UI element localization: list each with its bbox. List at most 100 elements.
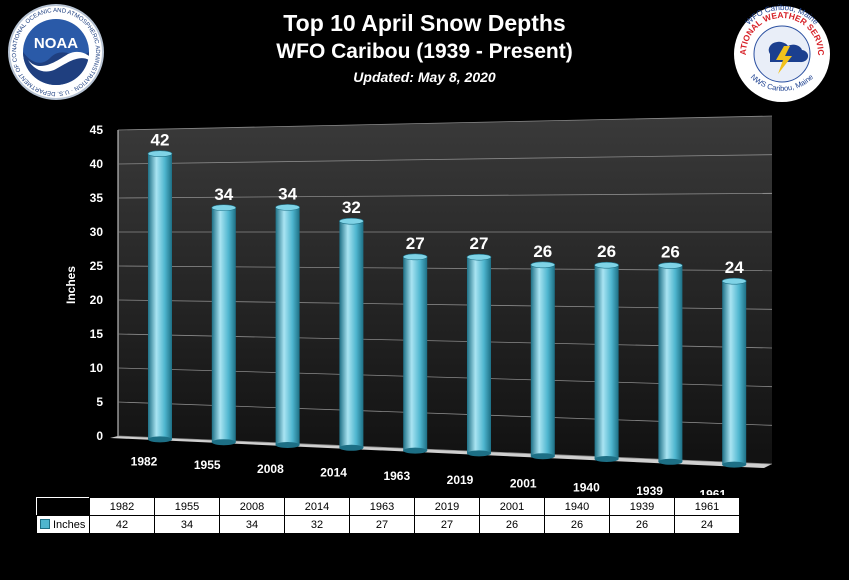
bar [594,265,619,459]
bar [211,207,236,443]
bar-top [721,277,747,285]
table-year-cell: 1963 [349,497,415,516]
bar-base [339,444,364,451]
bar-top [275,204,300,211]
data-label: 26 [533,242,552,261]
bar-base [211,439,236,446]
table-value-cell: 27 [349,515,415,534]
x-tick-label: 1982 [131,454,158,468]
bar-base [148,436,172,443]
data-table-series-key: Inches [36,515,90,534]
table-year-cell: 2014 [284,497,350,516]
table-year-cell: 1961 [674,497,740,516]
table-value-cell: 26 [544,515,610,534]
bars [147,150,747,468]
gridline [117,154,773,165]
data-table-header-row: 1982 1955 2008 2014 1963 2019 2001 1940 1939 1961 [36,497,740,516]
data-label: 24 [725,258,744,277]
bar-base [467,450,491,457]
data-labels: 42 34 34 32 27 27 26 26 26 24 [151,131,745,277]
bar-base [658,458,683,465]
y-axis-ticks: 0 5 10 15 20 25 30 35 40 45 [90,123,104,443]
bar-top [594,261,619,269]
x-tick-label: 2001 [510,477,537,491]
chart-title: Top 10 April Snow Depths [283,10,566,36]
bar [403,256,428,451]
data-table-corner [36,497,90,516]
x-tick-label: 2008 [257,462,284,476]
x-tick-label: 1955 [194,458,221,472]
table-year-cell: 1982 [89,497,155,516]
noaa-logo-text: NOAA [34,35,78,52]
data-label: 26 [597,242,616,261]
y-tick-label: 30 [90,225,104,239]
table-value-cell: 34 [219,515,285,534]
bar [467,257,491,454]
y-tick-label: 5 [96,395,103,409]
data-table-values-row: Inches 42 34 34 32 27 27 26 26 26 24 [36,515,740,534]
bar [148,153,172,440]
data-label: 34 [278,184,297,203]
noaa-logo: NOAA NATIONAL OCEANIC AND ATMOSPHERIC AD… [6,4,104,100]
bar-base [403,447,428,454]
bar [722,281,747,465]
y-tick-label: 15 [90,327,104,341]
bar-top [466,253,492,261]
y-tick-label: 25 [90,259,104,273]
gridline [117,192,773,199]
x-tick-label: 1961 [699,488,726,495]
bar [658,265,683,462]
bar [339,221,364,448]
table-year-cell: 2019 [414,497,480,516]
table-value-cell: 32 [284,515,350,534]
table-value-cell: 42 [89,515,155,534]
bar-base [530,453,555,460]
bar-top [530,261,556,269]
y-tick-label: 45 [90,123,104,137]
chart-title-block: Top 10 April Snow Depths WFO Caribou (19… [0,8,849,88]
table-year-cell: 1940 [544,497,610,516]
table-value-cell: 26 [479,515,545,534]
legend-swatch [40,518,50,529]
data-table: 1982 1955 2008 2014 1963 2019 2001 1940 1939 1961… [36,497,740,534]
bar-base [594,456,619,462]
y-axis-label: Inches [64,266,78,304]
data-label: 26 [661,243,680,262]
data-label: 27 [406,234,425,253]
data-label: 27 [470,234,489,253]
y-tick-label: 20 [90,293,104,307]
table-year-cell: 1939 [609,497,675,516]
gridline [117,115,773,131]
table-value-cell: 27 [414,515,480,534]
series-name: Inches [53,518,86,531]
x-tick-label: 2014 [320,466,347,480]
bar-base [275,442,300,448]
bar [530,264,555,457]
data-label: 42 [151,131,170,150]
table-value-cell: 24 [674,515,740,534]
nws-logo: WFO Caribou, Maine NATIONAL WEATHER SERV… [726,4,830,102]
x-tick-label: 2019 [447,473,474,487]
table-year-cell: 2001 [479,497,545,516]
bar-top [147,150,173,158]
bar-top [339,217,364,225]
updated-date: Updated: May 8, 2020 [353,69,496,85]
table-year-cell: 1955 [154,497,220,516]
bar-top [402,253,428,261]
bar-base [722,461,747,468]
bar-top [658,262,683,269]
y-tick-label: 10 [90,361,104,375]
data-label: 32 [342,198,361,217]
y-tick-label: 40 [90,157,104,171]
bar-chart: 0 5 10 15 20 25 30 35 40 45 Inches 1982 1955 2008 20… [64,115,773,495]
chart-subtitle: WFO Caribou (1939 - Present) [276,40,573,63]
x-axis-labels: 1982 1955 2008 2014 1963 2019 2001 1940 1939 1961 [131,454,727,495]
x-tick-label: 1963 [383,469,410,483]
bar-top [211,204,237,212]
y-tick-label: 35 [90,191,104,205]
y-tick-label: 0 [96,429,103,443]
bar [275,207,300,445]
table-value-cell: 26 [609,515,675,534]
x-tick-label: 1940 [573,480,600,494]
table-year-cell: 2008 [219,497,285,516]
